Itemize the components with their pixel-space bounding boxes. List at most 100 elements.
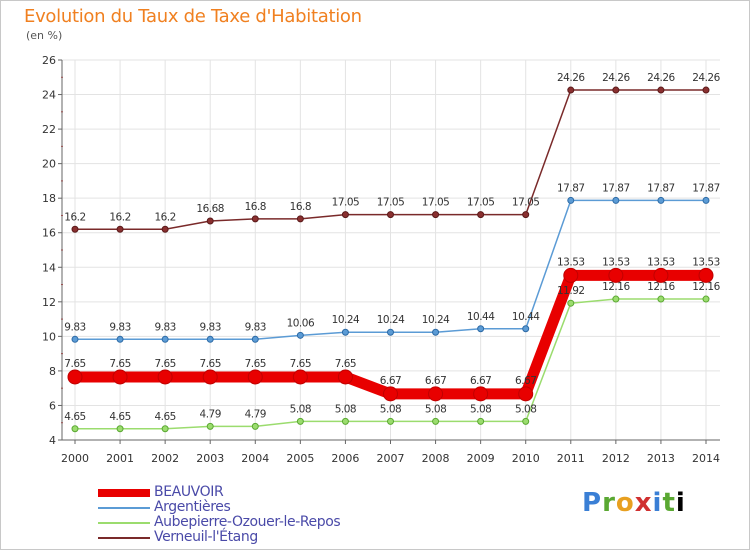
data-label: 6.67 [380,375,401,387]
legend-swatch [98,536,150,539]
data-label: 7.65 [290,358,311,370]
data-label: 17.87 [647,182,675,194]
data-point [292,369,308,385]
data-point [206,335,214,343]
data-point [251,215,259,223]
data-point [251,422,259,430]
data-point [612,196,620,204]
x-tick-label: 2011 [557,452,585,465]
data-point [341,328,349,336]
data-point [206,422,214,430]
data-label: 24.26 [692,72,720,84]
data-point [432,211,440,219]
data-point [612,86,620,94]
x-tick-label: 2000 [61,452,89,465]
data-label: 7.65 [109,358,130,370]
data-label: 17.05 [467,197,495,209]
data-label: 7.65 [200,358,221,370]
data-label: 10.44 [512,311,540,323]
data-label: 4.65 [109,411,130,423]
x-tick-label: 2014 [692,452,720,465]
y-tick-label: 6 [49,399,56,412]
data-label: 7.65 [245,358,266,370]
data-label: 13.53 [557,256,585,268]
data-label: 5.08 [380,403,401,415]
data-label: 17.05 [332,197,360,209]
legend-swatch [98,506,150,509]
data-label: 16.8 [245,201,266,213]
y-tick-label: 10 [42,330,56,343]
data-label: 17.87 [692,182,720,194]
data-label: 6.67 [515,375,536,387]
data-label: 17.87 [602,182,630,194]
data-point [612,295,620,303]
x-tick-label: 2013 [647,452,675,465]
data-label: 7.65 [64,358,85,370]
data-label: 5.08 [470,403,491,415]
data-label: 16.2 [154,211,175,223]
data-point [116,335,124,343]
data-label: 6.67 [470,375,491,387]
x-tick-label: 2006 [331,452,359,465]
data-point [567,86,575,94]
y-tick-label: 26 [42,54,56,67]
data-point [608,267,624,283]
legend-label: Aubepierre-Ozouer-le-Repos [154,514,341,530]
data-point [206,217,214,225]
x-tick-label: 2007 [377,452,405,465]
data-label: 16.8 [290,201,311,213]
data-label: 11.92 [557,285,585,297]
data-label: 24.26 [647,72,675,84]
data-label: 17.05 [512,197,540,209]
data-label: 5.08 [515,403,536,415]
data-label: 10.24 [332,314,360,326]
data-point [477,211,485,219]
data-label: 7.65 [335,358,356,370]
y-tick-label: 14 [42,261,56,274]
data-point [522,417,530,425]
data-point [67,369,83,385]
data-point [653,267,669,283]
data-point [116,425,124,433]
data-point [567,196,575,204]
data-point [161,335,169,343]
x-tick-label: 2002 [151,452,179,465]
data-label: 10.24 [377,314,405,326]
data-label: 5.08 [425,403,446,415]
data-point [161,425,169,433]
y-tick-label: 20 [42,158,56,171]
data-point [247,369,263,385]
x-tick-label: 2012 [602,452,630,465]
data-label: 10.24 [422,314,450,326]
data-label: 7.65 [154,358,175,370]
data-label: 10.44 [467,311,495,323]
data-label: 4.65 [154,411,175,423]
data-label: 24.26 [557,72,585,84]
data-point [202,369,218,385]
data-label: 13.53 [692,256,720,268]
y-tick-label: 24 [42,89,56,102]
data-point [432,328,440,336]
data-point [71,425,79,433]
data-point [251,335,259,343]
data-point [337,369,353,385]
data-point [702,295,710,303]
legend-label: Verneuil-l'Étang [154,529,258,545]
data-label: 9.83 [200,321,221,333]
data-label: 5.08 [335,403,356,415]
data-point [383,386,398,402]
x-tick-label: 2003 [196,452,224,465]
data-label: 17.87 [557,182,585,194]
data-label: 9.83 [64,321,85,333]
chart-title: Evolution du Taux de Taxe d'Habitation [24,6,362,27]
data-point [387,417,394,425]
data-point [698,267,714,283]
chart-subtitle: (en %) [26,29,63,42]
data-point [702,196,710,204]
data-point [112,369,128,385]
y-tick-label: 4 [49,434,56,447]
data-point [296,215,304,223]
data-point [71,335,79,343]
data-point [116,225,124,233]
